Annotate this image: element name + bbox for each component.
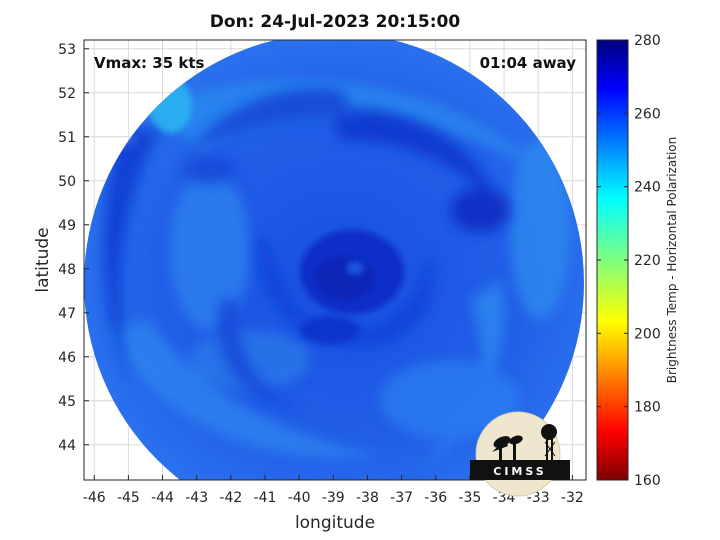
x-axis-ticks: -46 -45 -44 -43 -42 -41 -40 -39 -38 -37 -36 -35 -34-…: [83, 475, 584, 506]
microwave-swath: [84, 40, 584, 480]
x-tick-label: -40: [288, 490, 311, 506]
x-tick-label: -43: [185, 490, 208, 506]
colorbar-tick-label: 160: [634, 473, 661, 489]
colorbar-ticks: 280 260 240 220 200 180 160: [597, 33, 661, 489]
colorbar-tick-label: 180: [634, 400, 661, 416]
x-tick-label: -45: [117, 490, 140, 506]
colorbar: 280 260 240 220 200 180 160 Brightness Temp - …: [596, 33, 679, 489]
x-tick-label: -44: [151, 490, 174, 506]
colorbar-tick-label: 200: [634, 326, 661, 342]
colorbar-tick-label: 220: [634, 253, 661, 269]
x-tick-label: -41: [254, 490, 277, 506]
vmax-label: Vmax: 35 kts: [94, 54, 204, 72]
y-tick-label: 50: [58, 174, 76, 190]
colorbar-tick-label: 280: [634, 33, 661, 49]
x-tick-label: -42: [219, 490, 242, 506]
y-tick-label: 49: [58, 218, 76, 234]
y-axis-label: latitude: [33, 227, 53, 292]
y-tick-label: 47: [58, 306, 76, 322]
x-tick-label: -33: [527, 490, 550, 506]
chart-title: Don: 24-Jul-2023 20:15:00: [209, 12, 461, 32]
x-tick-label: -46: [83, 490, 106, 506]
time-offset-label: 01:04 away: [480, 54, 577, 72]
y-tick-label: 46: [58, 350, 76, 366]
colorbar-label: Brightness Temp - Horizontal Polarizatio…: [665, 137, 679, 384]
y-axis-ticks: 53 52 51 50 49 48 47 46 45 44: [58, 42, 89, 454]
logo-text: CIMSS: [493, 465, 546, 478]
x-axis-label: longitude: [295, 513, 375, 533]
y-tick-label: 44: [58, 438, 76, 454]
x-tick-label: -35: [458, 490, 481, 506]
cimss-logo: CIMSS: [470, 411, 570, 497]
y-tick-label: 48: [58, 262, 76, 278]
y-tick-label: 53: [58, 42, 76, 58]
y-tick-label: 45: [58, 394, 76, 410]
colorbar-tick-label: 260: [634, 106, 661, 122]
x-tick-label: -39: [322, 490, 345, 506]
colorbar-tick-label: 240: [634, 180, 661, 196]
x-tick-label: -32: [561, 490, 584, 506]
x-tick-label: -38: [356, 490, 379, 506]
y-tick-label: 52: [58, 86, 76, 102]
y-tick-label: 51: [58, 130, 76, 146]
x-tick-label: -37: [390, 490, 413, 506]
x-tick-label: -36: [424, 490, 447, 506]
